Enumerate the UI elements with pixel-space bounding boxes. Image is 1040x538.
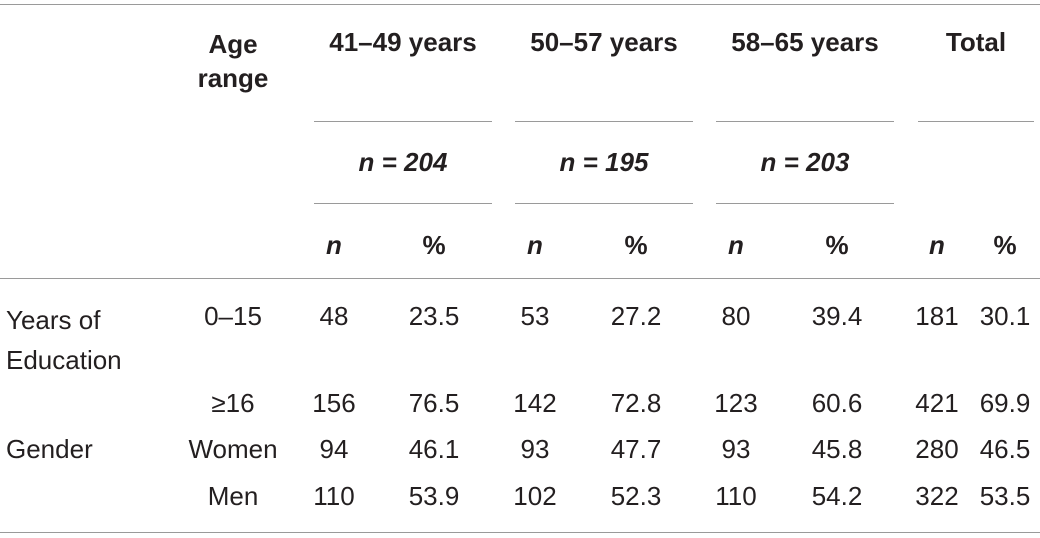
row-category: Years of Education — [6, 305, 122, 375]
group-header-58-65: 58–65 years — [731, 27, 879, 57]
group-n-58-65: n = 203 — [760, 147, 850, 177]
row-subcategory: 0–15 — [204, 301, 262, 331]
row-subcategory: ≥16 — [211, 388, 255, 418]
group-n-41-49: n = 204 — [358, 147, 448, 177]
cell: 46.5 — [979, 434, 1031, 464]
total-header: Total — [945, 27, 1007, 57]
group-rule-2b — [515, 203, 693, 204]
group-header-41-49: 41–49 years — [329, 27, 477, 57]
sub-pct-3: % — [825, 230, 849, 260]
sub-pct-2: % — [624, 230, 648, 260]
top-rule — [0, 4, 1040, 5]
cell: 93 — [520, 434, 550, 464]
cell: 102 — [513, 481, 557, 511]
cell: 280 — [915, 434, 959, 464]
sub-pct-1: % — [422, 230, 446, 260]
cell: 94 — [319, 434, 349, 464]
row-category: Gender — [6, 434, 93, 464]
cell: 54.2 — [811, 481, 863, 511]
sub-n-total: n — [929, 230, 945, 260]
cell: 93 — [721, 434, 751, 464]
cell: 72.8 — [610, 388, 662, 418]
total-rule-a — [918, 121, 1034, 122]
group-rule-1b — [314, 203, 492, 204]
row-subcategory: Men — [207, 481, 259, 511]
cell: 23.5 — [408, 301, 460, 331]
cell: 53 — [520, 301, 550, 331]
cell: 52.3 — [610, 481, 662, 511]
cell: 142 — [513, 388, 557, 418]
bottom-rule — [0, 532, 1040, 533]
sub-pct-total: % — [993, 230, 1017, 260]
cell: 45.8 — [811, 434, 863, 464]
cell: 46.1 — [408, 434, 460, 464]
sub-n-1: n — [326, 230, 342, 260]
cell: 110 — [313, 481, 355, 511]
cell: 53.5 — [979, 481, 1031, 511]
cell: 39.4 — [811, 301, 863, 331]
group-rule-1a — [314, 121, 492, 122]
cell: 30.1 — [979, 301, 1031, 331]
cell: 53.9 — [408, 481, 460, 511]
cell: 181 — [915, 301, 959, 331]
cell: 48 — [319, 301, 349, 331]
group-rule-3b — [716, 203, 894, 204]
cell: 47.7 — [610, 434, 662, 464]
group-rule-3a — [716, 121, 894, 122]
cell: 110 — [715, 481, 757, 511]
group-header-50-57: 50–57 years — [530, 27, 678, 57]
sub-n-2: n — [527, 230, 543, 260]
cell: 80 — [721, 301, 751, 331]
cell: 27.2 — [610, 301, 662, 331]
cell: 322 — [915, 481, 959, 511]
cell: 76.5 — [408, 388, 460, 418]
cell: 156 — [312, 388, 356, 418]
group-rule-2a — [515, 121, 693, 122]
header-rule — [0, 278, 1040, 279]
cell: 123 — [714, 388, 758, 418]
sub-n-3: n — [728, 230, 744, 260]
row-subcategory: Women — [188, 434, 278, 464]
cell: 421 — [915, 388, 959, 418]
cell: 60.6 — [811, 388, 863, 418]
age-range-header: Age range — [197, 29, 269, 93]
group-n-50-57: n = 195 — [559, 147, 649, 177]
cell: 69.9 — [979, 388, 1031, 418]
